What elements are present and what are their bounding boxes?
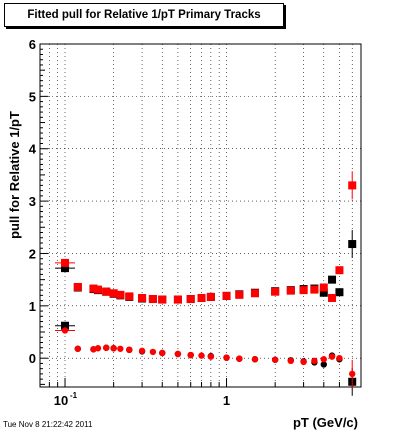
- data-point-square-2: [73, 282, 82, 291]
- y-axis-label: pull for Relative 1/pT: [7, 111, 22, 239]
- data-point-square-0: [319, 288, 328, 297]
- y-tick-label: 5: [29, 89, 36, 104]
- chart-title: Fitted pull for Relative 1/pT Primary Tr…: [27, 9, 261, 21]
- data-marks: [55, 171, 357, 396]
- y-tick-label: 0: [29, 351, 36, 366]
- y-tick-label: 4: [29, 142, 37, 157]
- data-point-square-2: [109, 289, 118, 298]
- data-point-circle-3: [174, 350, 182, 358]
- data-point-square-2: [222, 291, 231, 300]
- data-point-circle-3: [138, 347, 146, 355]
- data-point-square-2: [206, 292, 215, 301]
- data-point-circle-3: [311, 357, 318, 365]
- y-tick-label: 6: [29, 37, 36, 52]
- data-point-square-2: [328, 293, 337, 302]
- data-point-square-2: [286, 286, 295, 295]
- data-point-circle-3: [74, 345, 82, 352]
- axes: 0 1 2 3 4 5 6 10 -1 1: [29, 37, 353, 408]
- data-point-square-2: [102, 287, 111, 296]
- data-point-square-2: [197, 293, 206, 302]
- data-point-circle-3: [149, 348, 157, 356]
- data-point-circle-3: [271, 356, 279, 363]
- y-tick-label: 2: [29, 246, 36, 261]
- x-tick-label: 1: [223, 393, 230, 408]
- y-tick-label: 1: [29, 299, 36, 314]
- data-point-circle-3: [320, 356, 327, 363]
- data-point-circle-3: [61, 327, 69, 334]
- data-point-circle-3: [336, 354, 343, 362]
- data-point-square-2: [348, 181, 357, 190]
- data-point-circle-3: [287, 357, 295, 365]
- data-point-square-2: [116, 290, 125, 299]
- data-point-square-2: [138, 293, 147, 302]
- data-point-circle-3: [236, 355, 243, 362]
- data-point-circle-3: [117, 345, 124, 352]
- data-point-circle-3: [207, 353, 215, 360]
- data-point-square-0: [61, 321, 70, 330]
- x-tick-label: 10: [54, 393, 68, 408]
- y-tick-label: 3: [29, 194, 36, 209]
- data-point-circle-3: [94, 345, 102, 352]
- data-point-circle-3: [110, 345, 117, 352]
- data-point-square-2: [148, 295, 157, 304]
- data-point-square-2: [235, 290, 244, 299]
- data-point-square-2: [319, 283, 328, 292]
- data-point-square-2: [173, 295, 182, 304]
- data-point-square-0: [335, 288, 344, 297]
- data-point-circle-3: [251, 356, 259, 363]
- data-point-square-2: [271, 287, 280, 296]
- data-point-square-2: [89, 284, 98, 293]
- data-point-square-0: [348, 240, 357, 249]
- data-point-square-2: [93, 285, 102, 294]
- plot-frame: [39, 43, 362, 388]
- data-point-circle-3: [159, 349, 166, 357]
- data-point-circle-3: [328, 353, 336, 360]
- data-point-square-2: [310, 285, 319, 294]
- data-point-circle-1: [320, 361, 327, 368]
- grid-lines: [39, 43, 361, 387]
- data-point-square-2: [125, 292, 134, 301]
- data-point-square-2: [335, 266, 344, 275]
- data-point-circle-3: [103, 344, 110, 351]
- data-point-square-2: [61, 258, 70, 267]
- timestamp: Tue Nov 8 21:22:42 2011: [3, 420, 93, 429]
- data-point-square-0: [61, 264, 70, 273]
- data-point-square-2: [186, 295, 195, 304]
- data-point-square-0: [328, 275, 337, 284]
- data-point-circle-3: [187, 351, 194, 359]
- x-axis-label: pT (GeV/c): [293, 415, 358, 430]
- chart-title-box: Fitted pull for Relative 1/pT Primary Tr…: [4, 3, 284, 27]
- x-tick-label-exponent: -1: [70, 391, 78, 400]
- data-point-square-2: [250, 289, 259, 298]
- data-point-circle-3: [198, 352, 205, 359]
- data-point-circle-3: [126, 346, 133, 354]
- data-point-circle-3: [300, 358, 307, 366]
- data-point-circle-3: [349, 370, 356, 378]
- data-point-square-2: [158, 295, 167, 304]
- data-point-square-2: [299, 286, 308, 295]
- data-point-circle-3: [223, 354, 230, 361]
